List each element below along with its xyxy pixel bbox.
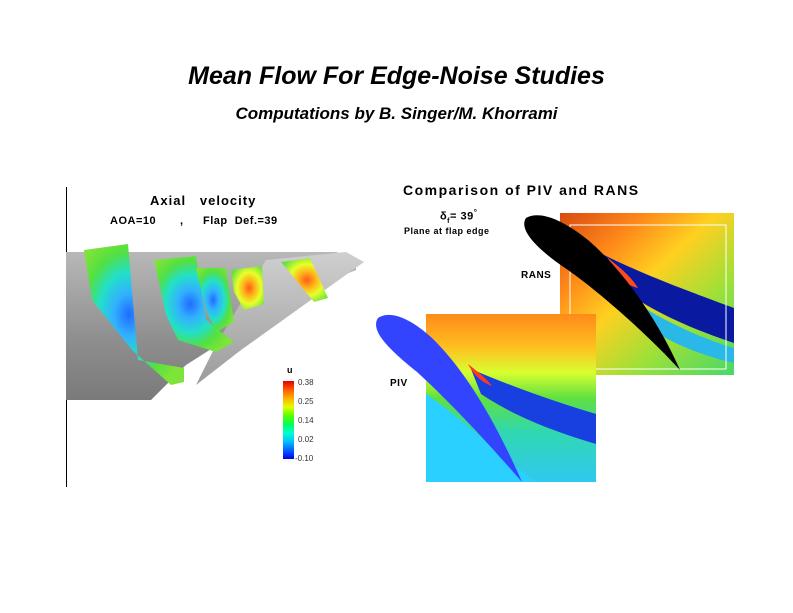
wing-surface (66, 252, 356, 400)
plane-label: Plane at flap edge (404, 226, 490, 236)
slide-title: Mean Flow For Edge-Noise Studies (188, 62, 605, 90)
flap-surface (196, 252, 364, 385)
rans-label: RANS (521, 270, 552, 281)
colorbar (283, 381, 294, 459)
colorbar-tick-3: 0.14 (298, 416, 314, 425)
colorbar-tick-2: 0.25 (298, 397, 314, 406)
delta-label: δf= 39° (440, 208, 477, 225)
flap-def-label: Flap Def.=39 (203, 215, 278, 227)
flow-slice-5 (281, 258, 328, 302)
flow-slice-4 (231, 266, 264, 310)
slide-subtitle: Computations by B. Singer/M. Khorrami (235, 104, 558, 123)
delta-symbol: δ (440, 210, 448, 223)
flow-slice-2 (154, 256, 234, 352)
flow-slice-1 (84, 244, 184, 385)
rans-airfoil (524, 215, 680, 370)
comparison-heading: Comparison of PIV and RANS (403, 182, 640, 198)
piv-label: PIV (390, 378, 408, 389)
rans-vortex-band (600, 253, 734, 343)
rans-orange-core (608, 258, 638, 288)
delta-subscript: f (447, 217, 451, 225)
rans-contour-plot (560, 213, 734, 375)
piv-blue-wake (471, 369, 596, 444)
figure-border-line (66, 187, 67, 487)
condition-separator: , (180, 215, 184, 227)
aoa-label: AOA=10 (110, 215, 157, 227)
piv-cyan-region (426, 394, 536, 482)
flow-slice-3 (196, 268, 234, 332)
delta-unit: ° (473, 208, 478, 217)
delta-value: = 39 (450, 210, 474, 223)
piv-airfoil (376, 314, 522, 482)
colorbar-tick-1: 0.38 (298, 378, 314, 387)
colorbar-tick-4: 0.02 (298, 435, 314, 444)
wing-flow-visualization (66, 244, 364, 400)
piv-hot-core (468, 364, 492, 386)
axial-velocity-heading: Axial velocity (150, 193, 257, 208)
colorbar-tick-5: -0.10 (295, 454, 314, 463)
rans-cyan-band (615, 288, 734, 363)
colorbar-variable: u (287, 365, 293, 375)
piv-contour-plot (426, 314, 596, 482)
